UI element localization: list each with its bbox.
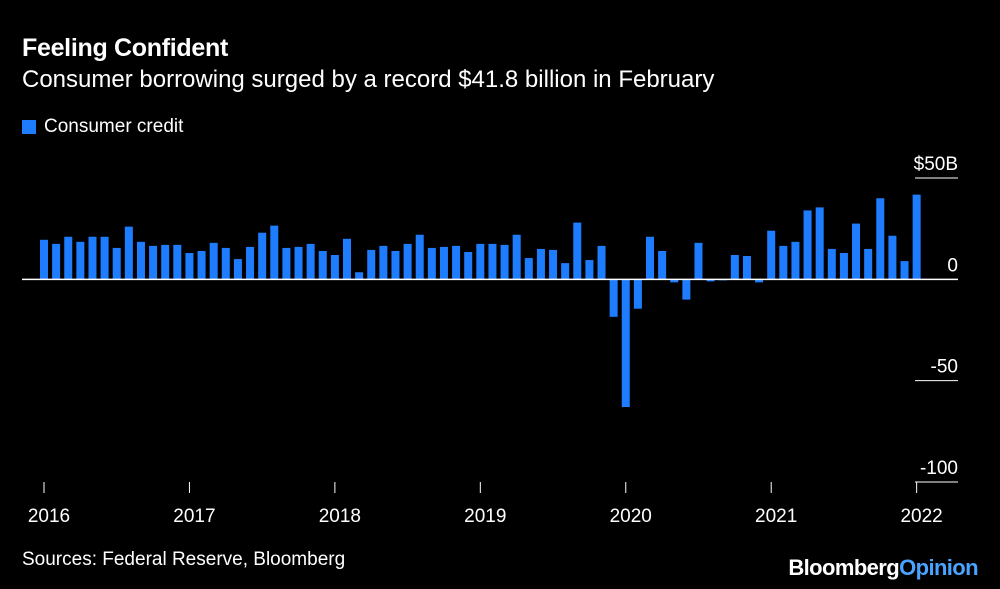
- y-tick-label: -50: [931, 357, 958, 378]
- legend-label: Consumer credit: [44, 116, 184, 137]
- bar: [185, 252, 194, 280]
- bar: [670, 279, 679, 283]
- bar: [367, 249, 376, 280]
- bar: [88, 236, 97, 280]
- bar: [767, 230, 776, 280]
- bar: [221, 247, 230, 280]
- bar: [682, 279, 691, 300]
- bar: [246, 246, 255, 280]
- brand-logo: BloombergOpinion: [788, 555, 978, 581]
- bar: [512, 234, 521, 280]
- bar: [112, 247, 121, 280]
- bar: [803, 210, 812, 280]
- bar: [270, 225, 279, 280]
- brand-accent: Opinion: [899, 555, 979, 580]
- bar: [852, 223, 861, 280]
- x-tick-label: 2020: [610, 506, 652, 527]
- bar: [827, 248, 836, 280]
- bar: [391, 250, 400, 280]
- bar: [343, 238, 351, 280]
- bar: [52, 243, 61, 280]
- bar: [330, 255, 339, 280]
- bar: [646, 236, 654, 280]
- bar: [40, 239, 48, 280]
- legend: Consumer credit: [22, 116, 183, 138]
- y-tick-label: $50B: [914, 154, 958, 175]
- bar: [439, 246, 448, 280]
- bar: [258, 232, 267, 280]
- bar: [427, 247, 436, 280]
- bar: [76, 241, 85, 280]
- bar: [597, 245, 606, 280]
- bar: [815, 207, 824, 280]
- bar: [755, 279, 764, 283]
- bar: [355, 272, 364, 280]
- bar: [524, 258, 533, 280]
- bar: [876, 198, 885, 280]
- y-tick-label: -100: [920, 458, 958, 479]
- x-tick-label: 2019: [464, 506, 506, 527]
- bar: [500, 244, 509, 280]
- bar: [318, 250, 327, 280]
- bar: [452, 245, 461, 280]
- bar: [476, 243, 485, 280]
- bar: [864, 248, 873, 280]
- chart-title: Feeling Confident: [22, 34, 228, 62]
- bar: [233, 259, 242, 280]
- bar: [64, 236, 73, 280]
- bar: [561, 263, 570, 280]
- bar: [791, 241, 800, 280]
- x-tick-label: 2022: [900, 506, 942, 527]
- bar: [173, 244, 182, 280]
- bar: [149, 245, 158, 280]
- bar: [609, 279, 618, 317]
- legend-swatch: [22, 120, 36, 134]
- bar: [161, 244, 170, 280]
- bar: [912, 194, 921, 280]
- bar: [282, 247, 291, 280]
- bar: [706, 279, 715, 282]
- bar: [694, 242, 703, 280]
- x-tick-label: 2016: [28, 506, 70, 527]
- bar: [488, 243, 497, 280]
- x-tick-label: 2018: [319, 506, 361, 527]
- bar: [294, 246, 303, 280]
- source-note: Sources: Federal Reserve, Bloomberg: [22, 549, 346, 570]
- bar: [633, 279, 642, 309]
- bar: [306, 243, 315, 280]
- bar: [549, 249, 558, 280]
- bar: [742, 256, 751, 280]
- bar: [100, 236, 109, 280]
- bar: [658, 250, 667, 280]
- bar: [415, 234, 424, 280]
- bar: [136, 241, 145, 280]
- bar: [124, 226, 133, 280]
- x-tick-label: 2021: [755, 506, 797, 527]
- bar: [573, 222, 582, 280]
- bar: [779, 245, 788, 280]
- bar: [536, 248, 545, 280]
- brand-main: Bloomberg: [788, 555, 900, 580]
- bar: [888, 235, 897, 280]
- bar: [209, 242, 218, 280]
- bar: [730, 255, 739, 280]
- bar: [197, 250, 206, 280]
- y-tick-label: 0: [947, 255, 958, 276]
- bar: [621, 279, 630, 408]
- bar: [379, 245, 388, 280]
- x-tick-label: 2017: [173, 506, 215, 527]
- bar: [839, 252, 848, 280]
- bar: [464, 251, 473, 280]
- bar: [585, 260, 594, 280]
- bar: [900, 261, 909, 280]
- bar: [403, 243, 412, 280]
- chart-subtitle: Consumer borrowing surged by a record $4…: [22, 66, 715, 93]
